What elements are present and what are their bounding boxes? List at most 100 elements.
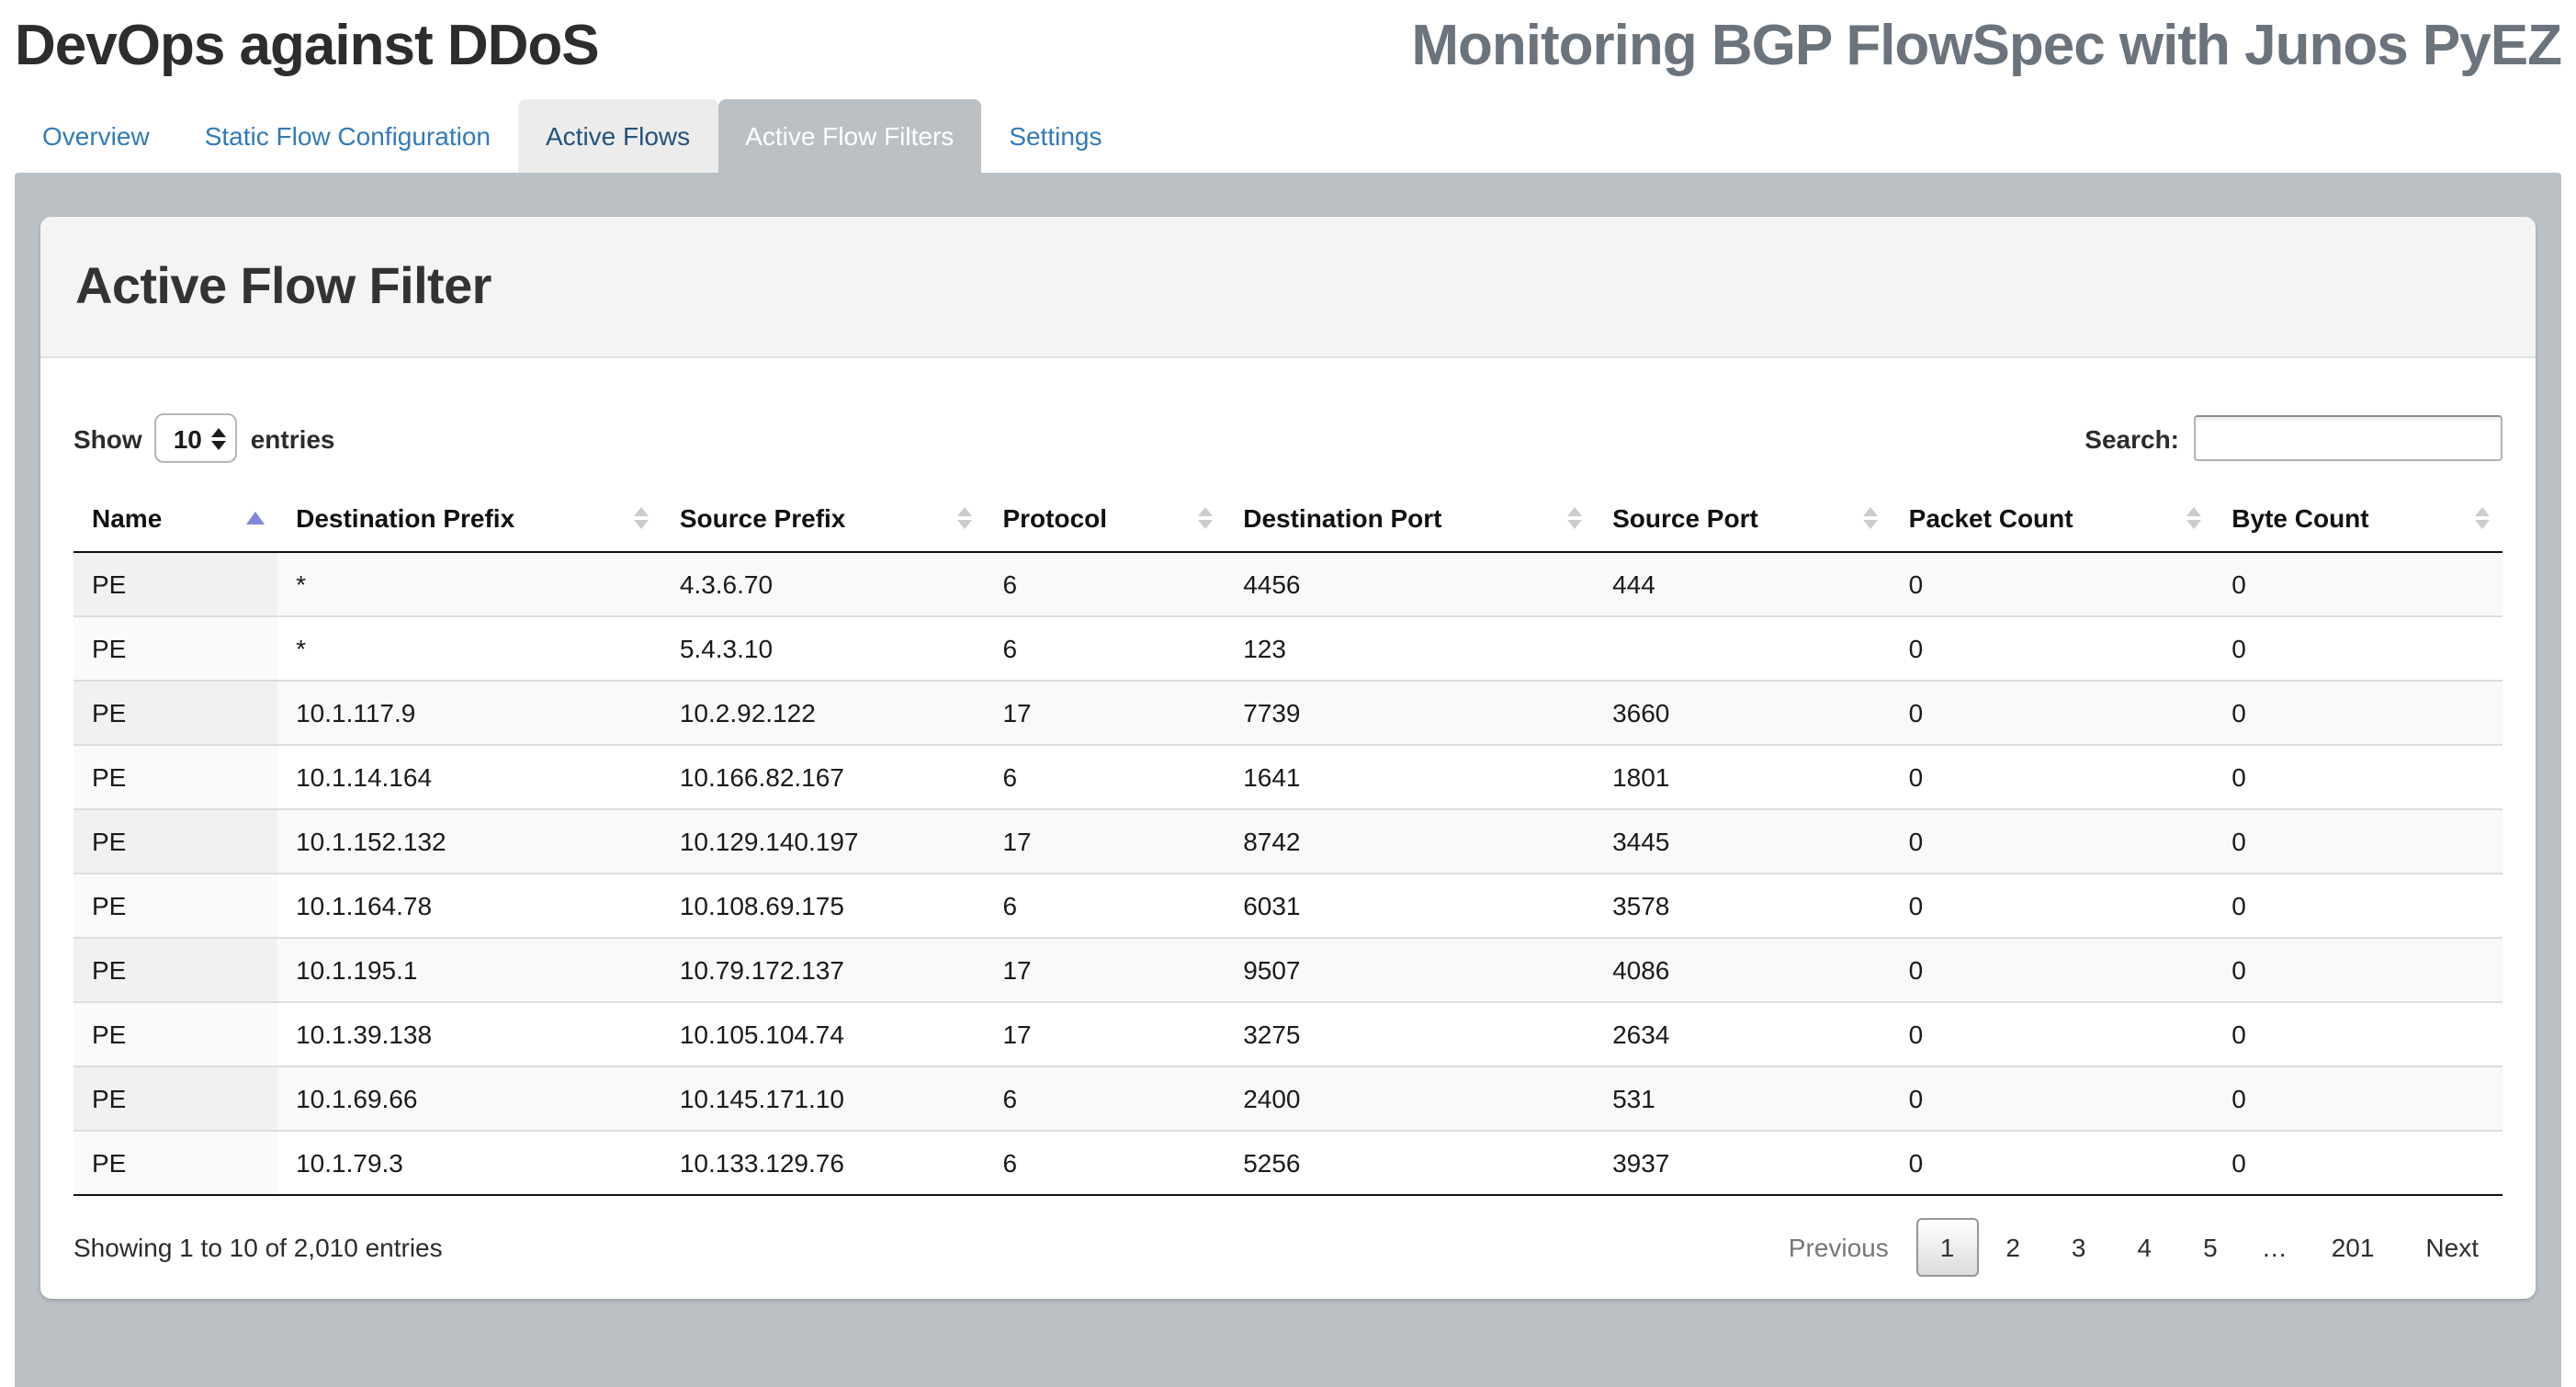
cell-name: PE — [73, 552, 278, 616]
page-button-next[interactable]: Next — [2425, 1233, 2479, 1262]
select-stepper-icon — [211, 427, 227, 449]
cell-packet-count: 0 — [1890, 1130, 2214, 1196]
panel-title: Active Flow Filter — [75, 257, 491, 314]
cell-name: PE — [73, 615, 278, 681]
table-body: PE * 4.3.6.70 6 4456 444 0 0 PE * 5.4.3.10 6 123 0 0 PE… — [73, 552, 2503, 1196]
column-header-protocol[interactable]: Protocol — [984, 485, 1226, 553]
cell-destination-port: 3275 — [1225, 1001, 1595, 1066]
cell-packet-count: 0 — [1890, 552, 2214, 616]
column-label: Destination Prefix — [296, 503, 515, 533]
cell-destination-port: 1641 — [1225, 744, 1595, 809]
table-row: PE 10.1.79.3 10.133.129.76 6 5256 3937 0 0 — [73, 1130, 2503, 1196]
tab-active-flows[interactable]: Active Flows — [518, 99, 718, 173]
cell-byte-count: 0 — [2213, 552, 2503, 616]
tab-settings[interactable]: Settings — [1009, 121, 1102, 151]
cell-source-port: 444 — [1594, 552, 1891, 616]
sort-both-icon — [1566, 507, 1582, 529]
tab-overview[interactable]: Overview — [42, 121, 150, 151]
column-header-packet-count[interactable]: Packet Count — [1890, 485, 2214, 553]
tab-active-flow-filters[interactable]: Active Flow Filters — [717, 99, 982, 173]
table-footer: Showing 1 to 10 of 2,010 entries Previou… — [73, 1218, 2503, 1277]
cell-source-prefix: 10.108.69.175 — [661, 873, 985, 938]
cell-packet-count: 0 — [1890, 615, 2214, 681]
cell-protocol: 6 — [984, 1066, 1226, 1131]
cell-byte-count: 0 — [2213, 808, 2503, 874]
cell-name: PE — [73, 680, 278, 745]
cell-destination-port: 8742 — [1225, 808, 1595, 874]
length-control: Show 10 entries — [73, 413, 335, 463]
cell-packet-count: 0 — [1890, 808, 2214, 874]
cell-name: PE — [73, 1001, 278, 1066]
pagination: Previous 1 2 3 4 5 … 201 Next — [1761, 1218, 2503, 1277]
sort-both-icon — [1197, 507, 1213, 529]
page-button-3[interactable]: 3 — [2071, 1233, 2086, 1262]
sort-both-icon — [2475, 507, 2490, 529]
sort-both-icon — [956, 507, 972, 529]
column-header-destination-prefix[interactable]: Destination Prefix — [277, 485, 661, 553]
column-label: Source Port — [1612, 503, 1758, 533]
column-header-byte-count[interactable]: Byte Count — [2213, 485, 2503, 553]
table-row: PE 10.1.117.9 10.2.92.122 17 7739 3660 0 0 — [73, 680, 2503, 745]
cell-packet-count: 0 — [1890, 873, 2214, 938]
table-row: PE 10.1.39.138 10.105.104.74 17 3275 2634 0 0 — [73, 1001, 2503, 1066]
cell-destination-port: 2400 — [1225, 1066, 1595, 1131]
cell-packet-count: 0 — [1890, 1001, 2214, 1066]
cell-source-port: 3578 — [1594, 873, 1891, 938]
cell-packet-count: 0 — [1890, 680, 2214, 745]
cell-source-prefix: 10.129.140.197 — [661, 808, 985, 874]
search-input[interactable] — [2194, 415, 2503, 461]
table-row: PE * 4.3.6.70 6 4456 444 0 0 — [73, 552, 2503, 616]
cell-source-port: 3445 — [1594, 808, 1891, 874]
cell-destination-port: 5256 — [1225, 1130, 1595, 1196]
page-header: DevOps against DDoS Monitoring BGP FlowS… — [0, 0, 2576, 79]
sort-asc-icon — [246, 512, 266, 524]
active-flow-filter-panel: Active Flow Filter Show 10 entries — [40, 217, 2536, 1299]
cell-byte-count: 0 — [2213, 680, 2503, 745]
cell-source-port: 531 — [1594, 1066, 1891, 1131]
cell-source-port: 4086 — [1594, 937, 1891, 1002]
cell-source-port: 1801 — [1594, 744, 1891, 809]
sort-both-icon — [1862, 507, 1878, 529]
cell-destination-prefix: 10.1.79.3 — [277, 1130, 661, 1196]
flow-filter-table: Name Destination Prefix Source Prefix Proto… — [73, 485, 2503, 1196]
cell-destination-prefix: * — [277, 552, 661, 616]
cell-byte-count: 0 — [2213, 744, 2503, 809]
column-header-destination-port[interactable]: Destination Port — [1225, 485, 1595, 553]
column-label: Source Prefix — [679, 503, 846, 533]
panel-body: Show 10 entries Search: — [40, 358, 2536, 1299]
page-button-1[interactable]: 1 — [1915, 1218, 1979, 1277]
page-subtitle: Monitoring BGP FlowSpec with Junos PyEZ — [1411, 13, 2562, 77]
app-title: DevOps against DDoS — [15, 13, 600, 77]
cell-destination-prefix: 10.1.164.78 — [277, 873, 661, 938]
cell-packet-count: 0 — [1890, 937, 2214, 1002]
entries-select[interactable]: 10 — [154, 413, 238, 463]
cell-name: PE — [73, 744, 278, 809]
cell-name: PE — [73, 1066, 278, 1131]
cell-protocol: 17 — [984, 680, 1226, 745]
cell-packet-count: 0 — [1890, 744, 2214, 809]
column-label: Destination Port — [1243, 503, 1442, 533]
cell-destination-prefix: 10.1.152.132 — [277, 808, 661, 874]
cell-name: PE — [73, 873, 278, 938]
show-label: Show — [73, 423, 142, 453]
cell-destination-port: 7739 — [1225, 680, 1595, 745]
column-header-name[interactable]: Name — [73, 485, 278, 553]
tab-static-flow-configuration[interactable]: Static Flow Configuration — [204, 121, 491, 151]
page-button-5[interactable]: 5 — [2203, 1233, 2218, 1262]
cell-source-prefix: 10.2.92.122 — [661, 680, 985, 745]
table-row: PE 10.1.195.1 10.79.172.137 17 9507 4086 0 0 — [73, 937, 2503, 1002]
column-header-source-prefix[interactable]: Source Prefix — [661, 485, 985, 553]
column-header-source-port[interactable]: Source Port — [1594, 485, 1891, 553]
page-button-2[interactable]: 2 — [2005, 1233, 2020, 1262]
page-button-4[interactable]: 4 — [2137, 1233, 2152, 1262]
table-row: PE 10.1.14.164 10.166.82.167 6 1641 1801 0 0 — [73, 744, 2503, 809]
table-row: PE * 5.4.3.10 6 123 0 0 — [73, 615, 2503, 681]
page-button-201[interactable]: 201 — [2331, 1233, 2375, 1262]
table-controls: Show 10 entries Search: — [73, 413, 2503, 463]
search-label: Search: — [2085, 423, 2179, 453]
column-label: Protocol — [1002, 503, 1108, 533]
panel-heading: Active Flow Filter — [40, 217, 2536, 358]
table-row: PE 10.1.69.66 10.145.171.10 6 2400 531 0 0 — [73, 1066, 2503, 1131]
cell-source-port: 3937 — [1594, 1130, 1891, 1196]
cell-source-prefix: 10.105.104.74 — [661, 1001, 985, 1066]
